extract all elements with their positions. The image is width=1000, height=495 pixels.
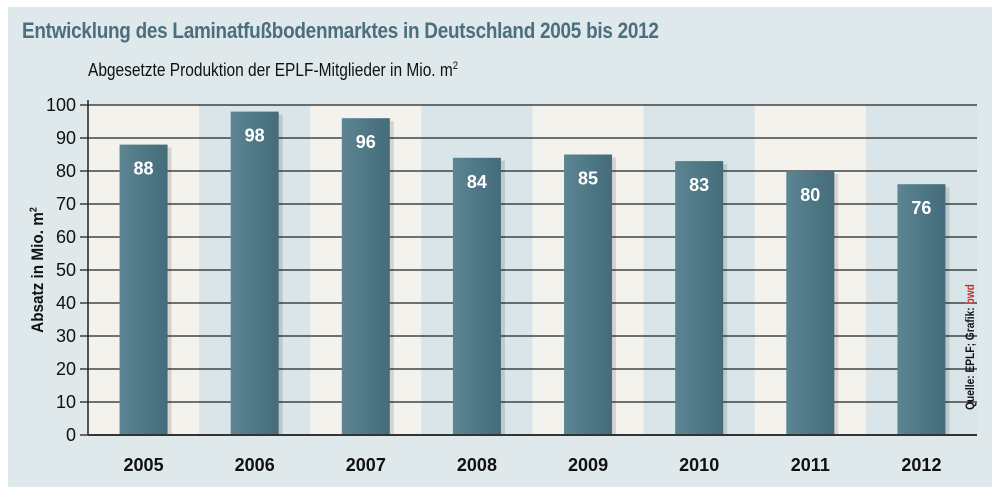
source-brand: bwd [963,284,977,305]
x-tick-label: 2011 [791,455,830,475]
data-label: 84 [467,172,487,192]
data-label: 85 [578,169,598,189]
bar [675,161,724,435]
x-tick-label: 2007 [346,455,386,475]
bar [786,171,835,435]
y-tick-label: 100 [46,95,76,115]
x-tick-label: 2006 [235,455,275,475]
y-tick-label: 10 [56,392,76,412]
x-tick-label: 2012 [901,455,941,475]
chart-title: Entwicklung des Laminatfußbodenmarktes i… [22,18,659,43]
subtitle-text: Abgesetzte Produktion der EPLF-Mitgliede… [88,60,453,80]
y-tick-label: 0 [66,425,76,445]
y-tick-label: 60 [56,227,76,247]
bar [341,118,390,435]
y-tick-label: 70 [56,194,76,214]
y-tick-label: 80 [56,161,76,181]
data-label: 83 [689,175,709,195]
source-note: Quelle: EPLF; Grafik: bwd [963,279,977,415]
x-tick-label: 2008 [457,455,497,475]
bar [452,157,501,436]
y-tick-label: 40 [56,293,76,313]
y-tick-label: 90 [56,128,76,148]
y-tick-label: 50 [56,260,76,280]
x-tick-label: 2005 [124,455,164,475]
bar [230,111,279,435]
data-label: 98 [245,126,265,146]
data-label: 76 [911,198,931,218]
bar [897,184,946,435]
x-tick-label: 2009 [568,455,608,475]
source-text: Quelle: EPLF; Grafik: [963,304,977,410]
bar [119,144,168,435]
x-tick-label: 2010 [679,455,719,475]
y-tick-label: 20 [56,359,76,379]
bar [564,154,613,435]
data-label: 88 [134,159,154,179]
y-tick-label: 30 [56,326,76,346]
chart-subtitle: Abgesetzte Produktion der EPLF-Mitgliede… [88,60,458,81]
subtitle-sup: 2 [452,60,459,72]
data-label: 80 [800,185,820,205]
data-label: 96 [356,132,376,152]
